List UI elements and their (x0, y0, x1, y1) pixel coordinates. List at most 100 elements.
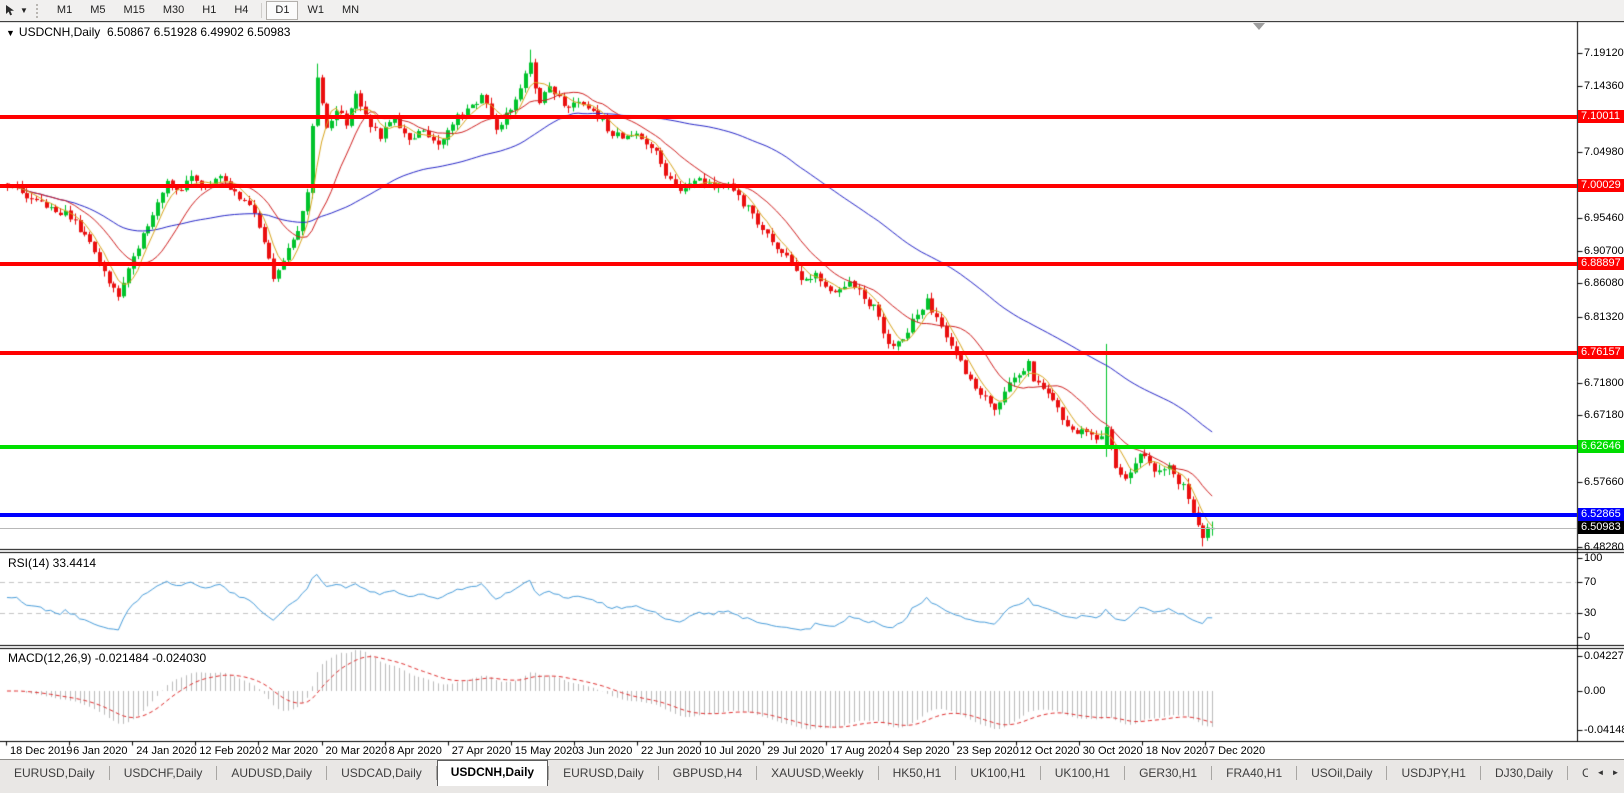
price-badge-6.88897: 6.88897 (1578, 257, 1624, 270)
rsi-indicator-label: RSI(14) 33.4414 (8, 556, 97, 570)
chart-tab-china300-h1[interactable]: CHINA300,H1 (1582, 765, 1588, 780)
tab-separator (1386, 766, 1388, 780)
macd-axis-tick--0.04148: -0.04148 (1584, 724, 1624, 736)
tab-separator (955, 766, 957, 780)
bid-price-line (0, 528, 1577, 529)
hline-resistance-6.76157[interactable] (0, 351, 1577, 355)
chart-tab-eurusd-daily[interactable]: EURUSD,Daily (14, 765, 95, 780)
chart-tab-usdjpy-h1[interactable]: USDJPY,H1 (1401, 765, 1466, 780)
tab-scroll-buttons: ◄ ► (1594, 765, 1622, 780)
chart-ohlc-quote: 6.50867 6.51928 6.49902 6.50983 (106, 25, 291, 39)
tab-separator (1479, 766, 1481, 780)
date-axis-label-19: 18 Nov 2020 (1145, 745, 1209, 757)
hline-resistance-7.10011[interactable] (0, 115, 1577, 119)
price-badge-6.50983: 6.50983 (1578, 521, 1624, 534)
tab-separator (1211, 766, 1213, 780)
price-badge-6.62646: 6.62646 (1578, 440, 1624, 453)
rsi-axis-tick-0: 0 (1584, 631, 1591, 643)
price-axis-tick-6.86080: 6.86080 (1584, 277, 1624, 289)
timeframe-button-mn[interactable]: MN (341, 4, 360, 16)
tab-scroll-right-icon[interactable]: ► (1611, 768, 1620, 777)
chart-title: ▼ USDCNH,Daily 6.50867 6.51928 6.49902 6.… (6, 25, 290, 39)
date-axis-label-10: 3 Jun 2020 (577, 745, 633, 757)
dropdown-caret-icon[interactable]: ▼ (20, 6, 28, 15)
timeframe-button-h4[interactable]: H4 (234, 4, 249, 16)
macd-axis-tick-0.00: 0.00 (1584, 685, 1606, 697)
timeframe-button-m30[interactable]: M30 (162, 4, 185, 16)
chart-tab-usdcnh-daily[interactable]: USDCNH,Daily (436, 760, 549, 786)
timeframe-button-h1[interactable]: H1 (202, 4, 217, 16)
hline-resistance-6.88897[interactable] (0, 262, 1577, 266)
price-axis-tick-6.81320: 6.81320 (1584, 311, 1624, 323)
date-axis-label-17: 12 Oct 2020 (1019, 745, 1080, 757)
cursor-tool-icon[interactable] (3, 3, 19, 18)
chart-tab-uk100-h1[interactable]: UK100,H1 (970, 765, 1026, 780)
timeframe-button-d1[interactable]: D1 (266, 1, 299, 20)
chart-tab-hk50-h1[interactable]: HK50,H1 (892, 765, 942, 780)
date-axis-label-4: 12 Feb 2020 (199, 745, 262, 757)
chart-tab-eurusd-daily[interactable]: EURUSD,Daily (563, 765, 644, 780)
date-axis-label-16: 23 Sep 2020 (956, 745, 1019, 757)
date-axis-label-13: 29 Jul 2020 (767, 745, 825, 757)
chart-shift-marker-icon[interactable] (1253, 23, 1265, 30)
tab-separator (1296, 766, 1298, 780)
toolbar-grip[interactable] (35, 3, 42, 18)
date-axis-label-20: 7 Dec 2020 (1208, 745, 1266, 757)
timeframe-button-m15[interactable]: M15 (123, 4, 145, 16)
one-click-collapse-icon[interactable]: ▼ (6, 28, 15, 38)
chart-tab-gbpusd-h4[interactable]: GBPUSD,H4 (672, 765, 743, 780)
chart-tab-ger30-h1[interactable]: GER30,H1 (1139, 765, 1198, 780)
price-badge-6.76157: 6.76157 (1578, 346, 1624, 359)
tab-separator (657, 766, 659, 780)
chart-tab-usdcad-daily[interactable]: USDCAD,Daily (341, 765, 422, 780)
date-axis-label-11: 22 Jun 2020 (641, 745, 702, 757)
macd-indicator-label: MACD(12,26,9) -0.021484 -0.024030 (8, 651, 207, 665)
price-axis-tick-6.48280: 6.48280 (1584, 541, 1624, 553)
hline-support-6.52865[interactable] (0, 513, 1577, 517)
date-axis-label-5: 2 Mar 2020 (262, 745, 319, 757)
date-axis-label-15: 4 Sep 2020 (893, 745, 950, 757)
tab-separator (548, 766, 550, 780)
price-badge-7.10011: 7.10011 (1578, 110, 1624, 123)
date-axis-label-9: 15 May 2020 (514, 745, 579, 757)
tab-separator (1039, 766, 1041, 780)
chart-tab-dj30-daily[interactable]: DJ30,Daily (1494, 765, 1553, 780)
chart-symbol-period: USDCNH,Daily (18, 25, 101, 39)
tab-separator (216, 766, 218, 780)
chart-tab-audusd-daily[interactable]: AUDUSD,Daily (231, 765, 313, 780)
price-axis-tick-7.14360: 7.14360 (1584, 80, 1624, 92)
date-axis-label-1: 18 Dec 2019 (10, 745, 73, 757)
price-axis-tick-6.57660: 6.57660 (1584, 476, 1624, 488)
chart-tab-fra40-h1[interactable]: FRA40,H1 (1226, 765, 1283, 780)
tab-separator (877, 766, 879, 780)
date-axis-label-18: 30 Oct 2020 (1082, 745, 1143, 757)
price-axis-tick-7.19120: 7.19120 (1584, 47, 1624, 59)
chart-tab-uk100-h1[interactable]: UK100,H1 (1054, 765, 1111, 780)
chart-tab-usoil-daily[interactable]: USOil,Daily (1311, 765, 1373, 780)
chart-tab-usdchf-daily[interactable]: USDCHF,Daily (123, 765, 203, 780)
tab-separator (435, 766, 437, 780)
hline-resistance-7.00029[interactable] (0, 184, 1577, 188)
price-axis-tick-6.95460: 6.95460 (1584, 212, 1624, 224)
rsi-axis-tick-100: 100 (1584, 552, 1603, 564)
tab-separator (756, 766, 758, 780)
rsi-axis-tick-70: 70 (1584, 576, 1597, 588)
hline-support-6.62646[interactable] (0, 445, 1577, 449)
tab-separator (326, 766, 328, 780)
price-axis-tick-6.67180: 6.67180 (1584, 409, 1624, 421)
rsi-axis-tick-30: 30 (1584, 607, 1597, 619)
chart-tab-bar: EURUSD,Daily USDCHF,Daily AUDUSD,Daily USDC… (0, 759, 1624, 793)
timeframe-button-m5[interactable]: M5 (90, 4, 106, 16)
price-axis-tick-6.71800: 6.71800 (1584, 377, 1624, 389)
macd-axis-tick-0.042275: 0.042275 (1584, 650, 1624, 662)
timeframe-button-w1[interactable]: W1 (307, 4, 324, 16)
date-axis-label-3: 24 Jan 2020 (136, 745, 197, 757)
timeframe-toolbar: ▼ M1 M5 M15 M30 H1 H4 D1 W1 MN (0, 0, 1624, 21)
chart-tab-xauusd-weekly[interactable]: XAUUSD,Weekly (771, 765, 864, 780)
timeframe-button-m1[interactable]: M1 (56, 4, 73, 16)
tab-scroll-left-icon[interactable]: ◄ (1596, 768, 1605, 777)
date-axis-label-8: 27 Apr 2020 (451, 745, 512, 757)
toolbar-separator (261, 3, 263, 18)
